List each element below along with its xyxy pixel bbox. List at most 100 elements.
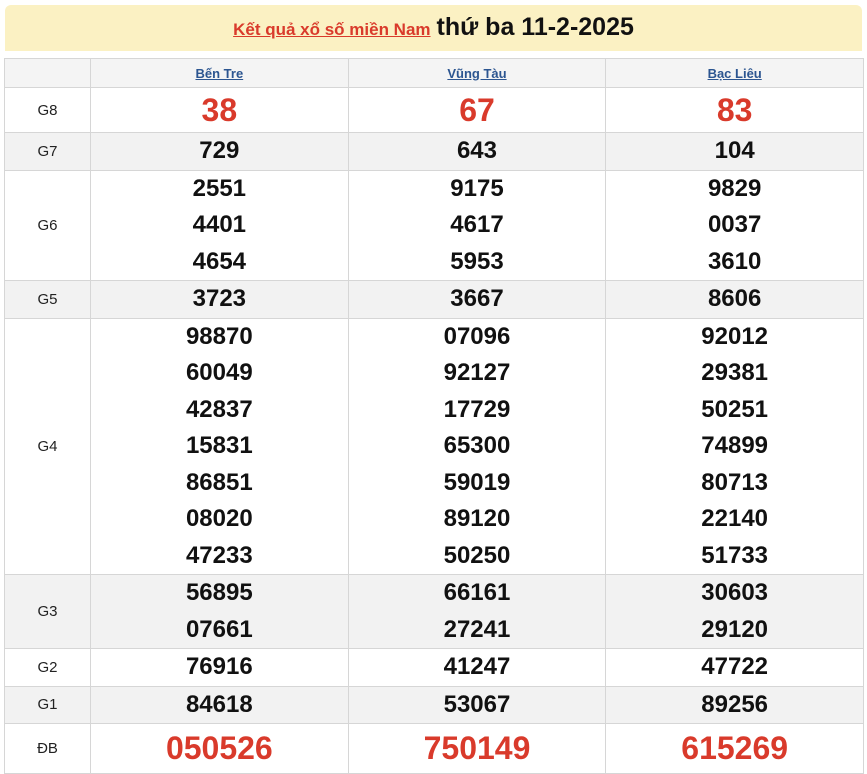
prize-number: 51733 — [701, 541, 769, 569]
prize-number: 5953 — [450, 247, 504, 275]
prize-cell: 9829 0037 3610 — [605, 169, 864, 281]
prize-cell: 30603 29120 — [605, 574, 864, 649]
prize-number: 83 — [716, 92, 753, 128]
prize-label: G4 — [4, 317, 91, 575]
prize-number: 8606 — [707, 285, 762, 312]
prize-number: 38 — [201, 92, 238, 128]
prize-number: 3610 — [707, 247, 762, 275]
prize-number: 89256 — [701, 690, 769, 718]
header-vung-tau: Vũng Tàu — [347, 58, 607, 88]
prize-number: 59019 — [443, 468, 511, 496]
prize-row-g6: G6 2551 4401 4654 9175 4617 5953 9829 0037 3610 — [4, 169, 864, 281]
prize-number: 22140 — [701, 505, 769, 532]
results-body: G8 38 67 83 G7 729 643 104 G6 2551 4401 4654 9175 461… — [4, 87, 864, 774]
prize-number: 50251 — [701, 395, 769, 423]
header-row: Bến Tre Vũng Tàu Bạc Liêu — [4, 58, 864, 88]
prize-cell: 2551 4401 4654 — [90, 169, 349, 281]
prize-row-g2: G2 76916 41247 47722 — [4, 648, 864, 687]
prize-number: 27241 — [443, 615, 511, 643]
prize-number: 2551 — [192, 174, 247, 202]
prize-number: 50250 — [443, 541, 511, 569]
prize-cell: 3667 — [347, 280, 607, 319]
prize-row-đb: ĐB 050526 750149 615269 — [4, 723, 864, 774]
prize-number: 3723 — [192, 285, 247, 312]
prize-number: 4401 — [192, 211, 247, 238]
prize-cell: 729 — [90, 132, 349, 171]
prize-cell: 47722 — [605, 648, 864, 687]
province-link-vung-tau[interactable]: Vũng Tàu — [447, 65, 507, 81]
results-table: Bến Tre Vũng Tàu Bạc Liêu G8 38 67 83 G7 729 6… — [4, 58, 864, 774]
prize-number: 60049 — [185, 359, 253, 386]
prize-cell: 38 — [90, 87, 349, 133]
prize-number: 66161 — [443, 579, 511, 606]
prize-number: 15831 — [185, 432, 253, 459]
prize-label: ĐB — [4, 723, 91, 774]
prize-number: 29381 — [701, 359, 769, 386]
prize-label: G6 — [4, 169, 91, 281]
prize-number: 47233 — [185, 541, 253, 569]
prize-cell: 56895 07661 — [90, 574, 349, 649]
prize-cell: 8606 — [605, 280, 864, 319]
results-link[interactable]: Kết quả xổ số miền Nam — [233, 20, 431, 39]
prize-number: 76916 — [185, 653, 253, 680]
prize-cell: 66161 27241 — [347, 574, 607, 649]
prize-label: G5 — [4, 280, 91, 319]
province-link-bac-lieu[interactable]: Bạc Liêu — [707, 65, 762, 81]
draw-date: thứ ba 11-2-2025 — [436, 13, 634, 41]
prize-row-g7: G7 729 643 104 — [4, 132, 864, 171]
prize-cell: 3723 — [90, 280, 349, 319]
prize-number: 17729 — [443, 395, 511, 423]
prize-row-g4: G4 98870 60049 42837 15831 86851 08020 47233 070… — [4, 317, 864, 575]
prize-cell: 53067 — [347, 685, 607, 724]
prize-cell: 84618 — [90, 685, 349, 724]
prize-cell: 83 — [605, 87, 864, 133]
prize-number: 56895 — [185, 579, 253, 606]
prize-cell: 41247 — [347, 648, 607, 687]
prize-number: 29120 — [701, 615, 769, 643]
prize-cell: 67 — [347, 87, 607, 133]
prize-number: 4617 — [450, 211, 504, 238]
prize-cell: 104 — [605, 132, 864, 171]
prize-number: 41247 — [443, 653, 511, 680]
prize-number: 30603 — [701, 579, 769, 606]
prize-number: 65300 — [443, 432, 511, 459]
prize-label: G2 — [4, 648, 91, 687]
prize-cell: 9175 4617 5953 — [347, 169, 607, 281]
prize-number: 53067 — [443, 690, 511, 718]
prize-cell: 750149 — [347, 723, 607, 774]
prize-number: 86851 — [185, 468, 253, 496]
prize-number: 104 — [714, 137, 755, 164]
prize-number: 07661 — [185, 615, 253, 643]
province-link-ben-tre[interactable]: Bến Tre — [195, 65, 244, 81]
prize-number: 47722 — [701, 653, 769, 680]
prize-cell: 89256 — [605, 685, 864, 724]
prize-number: 07096 — [443, 322, 511, 350]
prize-cell: 643 — [347, 132, 607, 171]
prize-number: 0037 — [707, 211, 762, 238]
prize-number: 050526 — [165, 730, 273, 766]
prize-number: 89120 — [443, 505, 511, 532]
prize-number: 4654 — [192, 247, 247, 275]
prize-label: G7 — [4, 132, 91, 171]
prize-row-g1: G1 84618 53067 89256 — [4, 685, 864, 724]
prize-number: 84618 — [185, 690, 253, 718]
prize-cell: 92012 29381 50251 74899 80713 22140 51733 — [605, 317, 864, 575]
prize-number: 729 — [199, 137, 240, 164]
prize-label: G8 — [4, 87, 91, 133]
prize-number: 643 — [456, 137, 497, 164]
prize-number: 67 — [459, 92, 495, 128]
prize-number: 74899 — [701, 432, 769, 459]
title-bar: Kết quả xổ số miền Nam thứ ba 11-2-2025 — [5, 5, 862, 51]
prize-label: G1 — [4, 685, 91, 724]
prize-number: 92012 — [701, 322, 769, 350]
prize-cell: 615269 — [605, 723, 864, 774]
prize-label: G3 — [4, 574, 91, 649]
prize-number: 08020 — [185, 505, 253, 532]
prize-number: 9175 — [450, 174, 504, 202]
header-ben-tre: Bến Tre — [90, 58, 349, 88]
prize-row-g5: G5 3723 3667 8606 — [4, 280, 864, 319]
header-corner — [4, 58, 91, 88]
prize-cell: 050526 — [90, 723, 349, 774]
prize-cell: 76916 — [90, 648, 349, 687]
prize-number: 80713 — [701, 468, 769, 496]
